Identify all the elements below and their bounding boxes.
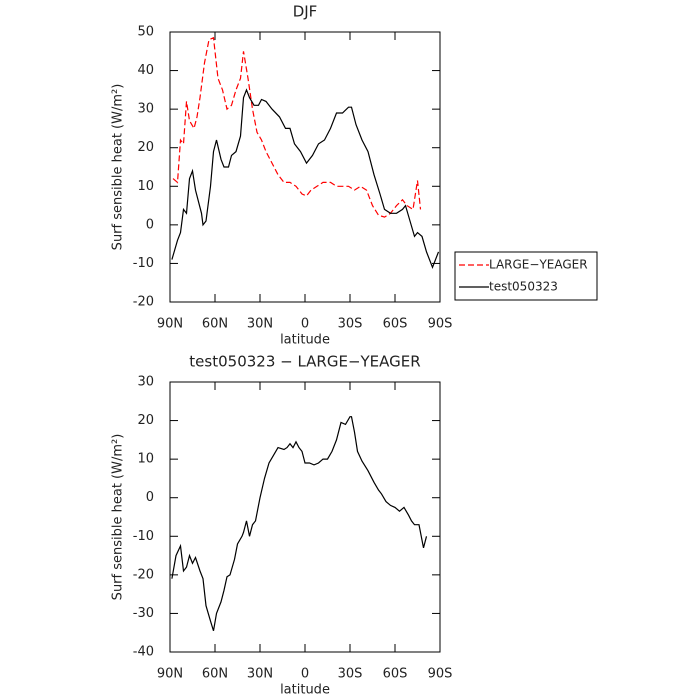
y-tick-label: 10: [137, 179, 154, 194]
x-tick-label: 60N: [202, 667, 228, 682]
y-tick-label: -10: [133, 529, 154, 544]
x-axis-label: latitude: [280, 683, 330, 698]
x-tick-label: 90S: [428, 667, 453, 682]
x-axis-label: latitude: [280, 333, 330, 348]
y-tick-label: 30: [137, 375, 154, 390]
x-tick-label: 90S: [428, 317, 453, 332]
plot-frame: [169, 381, 441, 653]
x-tick-label: 90N: [157, 667, 183, 682]
x-tick-label: 0: [301, 667, 309, 682]
y-tick-label: 0: [146, 217, 154, 232]
y-tick-label: 10: [137, 452, 154, 467]
y-axis-label: Surf sensible heat (W/m²): [111, 434, 126, 601]
legend-box: [454, 251, 598, 301]
x-tick-label: 60N: [202, 317, 228, 332]
x-tick-label: 30S: [338, 667, 363, 682]
y-tick-label: -30: [133, 606, 154, 621]
x-tick-label: 0: [301, 317, 309, 332]
x-tick-label: 90N: [157, 317, 183, 332]
x-tick-label: 30S: [338, 317, 363, 332]
x-tick-label: 60S: [383, 317, 408, 332]
legend-label: test050323: [489, 280, 558, 294]
y-tick-label: -10: [133, 256, 154, 271]
plot-frame: [169, 31, 441, 303]
y-tick-label: -20: [133, 567, 154, 582]
y-tick-label: 50: [137, 25, 154, 40]
y-tick-label: 40: [137, 63, 154, 78]
x-tick-label: 30N: [247, 317, 273, 332]
legend-label: LARGE−YEAGER: [489, 258, 588, 272]
x-tick-label: 60S: [383, 667, 408, 682]
y-tick-label: 20: [137, 413, 154, 428]
y-tick-label: 30: [137, 102, 154, 117]
data-line: [171, 416, 428, 631]
data-line: [172, 36, 422, 218]
y-tick-label: -20: [133, 295, 154, 310]
x-tick-label: 30N: [247, 667, 273, 682]
y-tick-label: 0: [146, 490, 154, 505]
chart-title: test050323 − LARGE−YEAGER: [189, 353, 420, 371]
y-axis-label: Surf sensible heat (W/m²): [111, 84, 126, 251]
data-line: [171, 88, 440, 269]
y-tick-label: 20: [137, 140, 154, 155]
y-tick-label: -40: [133, 645, 154, 660]
chart-title: DJF: [293, 3, 318, 21]
